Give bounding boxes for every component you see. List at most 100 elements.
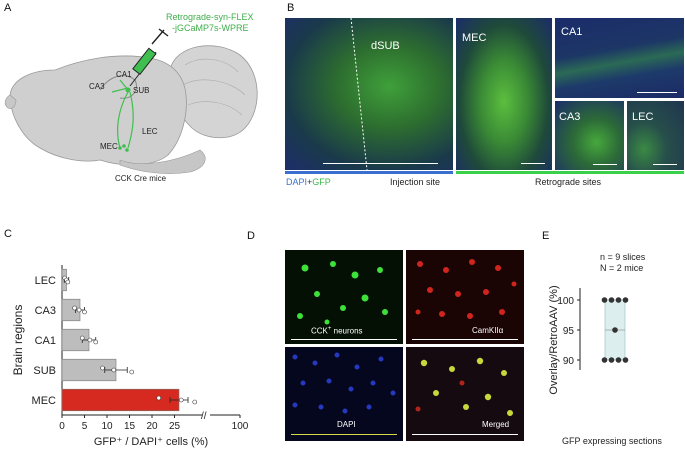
scale-bar	[593, 164, 617, 165]
data-point	[622, 357, 629, 363]
panel-e-label: E	[542, 230, 550, 242]
camkii-image: CamKIIα	[406, 250, 524, 344]
mec-label: MEC	[462, 32, 487, 44]
x-tick-label: 15	[124, 421, 136, 432]
scale-bar	[291, 434, 397, 435]
category-label-ca3: CA3	[35, 305, 56, 317]
annotation-n-mice: N = 2 mice	[600, 263, 643, 273]
virus-name-line2: -jGCaMP7s-WPRE	[172, 23, 249, 33]
data-point	[129, 369, 135, 375]
category-label-mec: MEC	[32, 395, 57, 407]
merged-label: Merged	[482, 420, 510, 429]
data-point	[156, 395, 162, 401]
data-point	[615, 357, 622, 363]
data-point	[87, 337, 93, 343]
x-axis-label: GFP expressing sections	[562, 436, 662, 446]
plus-sign: +	[307, 177, 313, 187]
region-mec: MEC	[100, 142, 118, 151]
scale-bar	[653, 164, 677, 165]
mouse-line-caption: CCK Cre mice	[115, 174, 167, 183]
syringe-icon	[129, 28, 169, 87]
region-ca3: CA3	[89, 82, 105, 91]
x-tick-label: 0	[59, 421, 65, 432]
data-point	[79, 335, 85, 341]
ca1-label: CA1	[561, 26, 583, 38]
data-point	[601, 297, 608, 303]
stain-legend: DAPI+GFP	[286, 177, 331, 187]
cck-suffix: neurons	[331, 326, 363, 336]
x-tick-label: 25	[169, 421, 181, 432]
region-lec: LEC	[142, 127, 158, 136]
region-sub: SUB	[133, 86, 150, 95]
x-tick-label: 5	[82, 421, 88, 432]
panel-d-label: D	[247, 230, 255, 242]
y-axis-label: Brain regions	[11, 305, 25, 376]
region-ca1: CA1	[116, 70, 132, 79]
data-point	[192, 399, 198, 405]
y-axis-label: Overlay/RetroAAV (%)	[548, 285, 560, 394]
injection-site-label: Injection site	[390, 177, 441, 187]
cck-neurons-image: CCK+ neurons	[285, 250, 403, 344]
brain-schematic	[4, 28, 258, 174]
dsub-label: dSUB	[371, 40, 400, 52]
y-tick-label: 95	[563, 326, 575, 337]
dapi-image: DAPI	[285, 347, 403, 441]
data-point	[72, 305, 77, 311]
x-tick-label: 10	[101, 421, 113, 432]
lec-label: LEC	[632, 111, 654, 123]
retrograde-sites-bar	[456, 171, 684, 174]
cck-neurons-label: CCK+ neurons	[311, 326, 363, 336]
category-label-sub: SUB	[33, 365, 56, 377]
panel-b-label: B	[287, 2, 295, 14]
y-tick-label: 100	[557, 296, 574, 307]
category-label-ca1: CA1	[35, 335, 56, 347]
data-point	[100, 365, 105, 371]
cortex-shape	[9, 55, 187, 166]
scale-bar	[521, 163, 545, 164]
data-point	[76, 307, 82, 313]
x-axis-label: GFP⁺ / DAPI⁺ cells (%)	[94, 436, 208, 448]
scale-bar	[412, 339, 518, 340]
x-tick-label: 20	[146, 421, 158, 432]
scale-bar	[637, 92, 677, 93]
dapi-label: DAPI	[337, 420, 356, 429]
data-point	[608, 297, 615, 303]
ca3-image: CA3	[555, 101, 624, 170]
dapi-legend: DAPI	[286, 177, 308, 187]
scale-bar	[412, 434, 518, 435]
scale-bar	[323, 163, 438, 164]
dsub-injection-image: dSUB	[285, 18, 453, 170]
cck-text: CCK	[311, 326, 328, 336]
camkii-label: CamKIIα	[472, 326, 504, 335]
annotation-n-slices: n = 9 slices	[600, 252, 646, 262]
ca1-image: CA1	[555, 18, 684, 98]
panel-a-label: A	[4, 2, 12, 14]
panel-c-label: C	[4, 228, 12, 240]
injection-site-bar	[285, 171, 453, 174]
category-label-lec: LEC	[35, 275, 56, 287]
lec-image: LEC	[627, 101, 684, 170]
bar-mec	[61, 388, 180, 412]
x-tick-label: 100	[232, 421, 249, 432]
y-tick-label: 90	[563, 356, 575, 367]
merged-image: Merged	[406, 347, 524, 441]
ca3-label: CA3	[559, 111, 581, 123]
data-point	[608, 357, 615, 363]
virus-name-line1: Retrograde-syn-FLEX	[166, 12, 254, 22]
retrograde-sites-label: Retrograde sites	[535, 177, 602, 187]
bar-chart: // LEC CA3 CA1 SUB MEC 0 5 10 15 20 25 100 GFP⁺ / DAP…	[11, 265, 249, 448]
data-point	[93, 339, 99, 345]
axis-break-marker: //	[201, 411, 207, 422]
data-point	[65, 279, 71, 285]
mean-point	[612, 327, 618, 333]
data-point	[111, 367, 117, 373]
scale-bar	[291, 339, 397, 340]
gfp-legend: GFP	[312, 177, 331, 187]
data-point	[178, 397, 184, 403]
data-point	[82, 309, 87, 315]
data-point	[615, 297, 622, 303]
mec-image: MEC	[456, 18, 552, 170]
cck-sup: +	[327, 326, 332, 332]
data-point	[622, 297, 629, 303]
